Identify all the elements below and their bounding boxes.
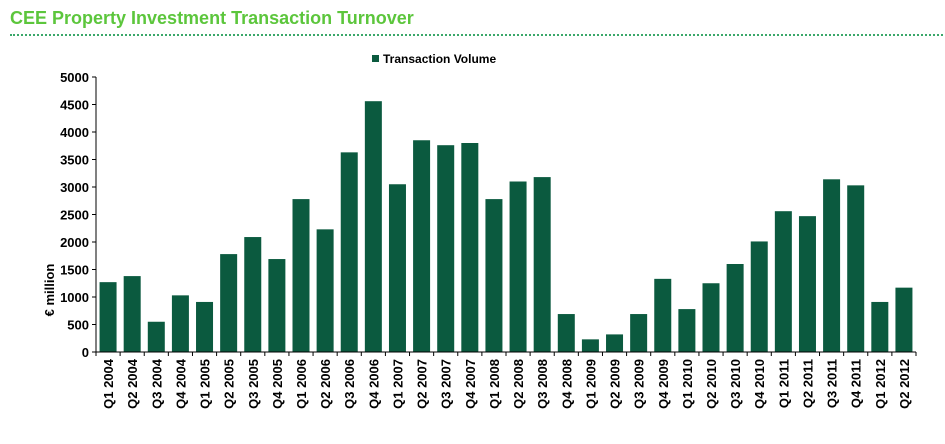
legend-swatch (372, 55, 379, 62)
legend: Transaction Volume (372, 52, 496, 66)
x-tick-label: Q4 2005 (270, 359, 285, 409)
y-tick-label: 4500 (60, 98, 89, 113)
bar-q1-2007 (388, 184, 406, 352)
bar-q1-2009 (581, 339, 599, 352)
bar-q4-2007 (461, 143, 479, 352)
x-tick-label: Q3 2005 (246, 359, 261, 409)
bar-q3-2006 (340, 152, 358, 352)
x-tick-label: Q1 2011 (776, 359, 791, 408)
y-tick-label: 500 (67, 318, 89, 333)
bar-q3-2005 (244, 237, 262, 352)
x-tick-label: Q4 2010 (752, 359, 767, 409)
bar-q2-2012 (895, 287, 913, 352)
bar-q3-2008 (533, 177, 551, 352)
x-tick-label: Q3 2010 (728, 359, 743, 409)
x-tick-label: Q4 2004 (173, 358, 188, 409)
y-tick-label: 1500 (60, 263, 89, 278)
x-tick-label: Q1 2012 (873, 359, 888, 409)
x-tick-label: Q4 2011 (849, 359, 864, 408)
x-tick-label: Q1 2009 (583, 359, 598, 409)
bar-q4-2009 (654, 278, 672, 352)
bar-q2-2009 (606, 334, 624, 352)
bar-q1-2006 (292, 199, 310, 352)
bar-q2-2010 (702, 283, 720, 352)
bar-q1-2005 (196, 301, 214, 352)
x-tick-label: Q2 2011 (800, 359, 815, 408)
x-tick-label: Q1 2006 (294, 359, 309, 409)
y-tick-label: 5000 (60, 70, 89, 85)
x-tick-label: Q3 2011 (825, 359, 840, 408)
bar-q2-2008 (509, 181, 527, 352)
x-tick-label: Q3 2007 (439, 359, 454, 409)
x-tick-label: Q3 2006 (342, 359, 357, 409)
bar-q1-2008 (485, 199, 503, 352)
y-axis-title: € million (42, 264, 57, 317)
title-divider (10, 34, 943, 36)
x-tick-label: Q2 2008 (511, 359, 526, 409)
bars-group (99, 101, 913, 352)
x-tick-label: Q3 2004 (149, 358, 164, 409)
y-tick-label: 2500 (60, 208, 89, 223)
axes (95, 77, 916, 353)
bar-q3-2010 (726, 264, 744, 352)
x-tick-label: Q2 2006 (318, 359, 333, 409)
bar-q2-2007 (413, 140, 431, 352)
y-tick-label: 0 (82, 345, 89, 360)
x-tick-label: Q4 2006 (366, 359, 381, 409)
legend-label: Transaction Volume (383, 52, 496, 66)
bar-q1-2004 (99, 282, 117, 352)
bar-q4-2010 (750, 241, 768, 352)
bar-q2-2005 (220, 254, 238, 352)
y-tick-label: 2000 (60, 235, 89, 250)
x-tick-label: Q4 2007 (463, 359, 478, 409)
x-tick-label: Q1 2010 (680, 359, 695, 409)
bar-q2-2004 (123, 276, 141, 352)
x-tick-label: Q1 2005 (198, 359, 213, 409)
bar-q4-2006 (364, 101, 382, 352)
y-axis-ticks: 0 500 1000 1500 2000 2500 3000 3500 4000 4500 5000 (60, 70, 96, 360)
x-tick-label: Q1 2007 (390, 359, 405, 409)
x-tick-label: Q2 2004 (125, 358, 140, 409)
bar-q1-2010 (678, 309, 696, 352)
x-tick-label: Q4 2008 (559, 359, 574, 409)
bar-q2-2006 (316, 229, 334, 352)
bar-q4-2011 (847, 185, 865, 352)
bar-q2-2011 (798, 216, 816, 352)
y-tick-label: 1000 (60, 290, 89, 305)
y-tick-label: 3000 (60, 180, 89, 195)
y-tick-label: 4000 (60, 125, 89, 140)
x-tick-label: Q2 2007 (415, 359, 430, 409)
y-tick-label: 3500 (60, 153, 89, 168)
bar-q3-2004 (147, 321, 165, 352)
bar-q3-2009 (630, 314, 648, 352)
bar-q3-2011 (823, 179, 841, 352)
x-tick-label: Q2 2010 (704, 359, 719, 409)
x-tick-label: Q3 2008 (535, 359, 550, 409)
bar-q4-2005 (268, 259, 286, 352)
bar-q4-2004 (171, 295, 189, 352)
x-tick-label: Q4 2009 (656, 359, 671, 409)
bar-q3-2007 (437, 145, 455, 352)
bar-q1-2011 (774, 211, 792, 352)
bar-q1-2012 (871, 301, 889, 352)
x-axis-ticks: Q1 2004 Q2 2004 Q3 2004 Q4 2004 Q1 2005 Q2 20… (95, 352, 917, 409)
bar-q4-2008 (557, 314, 575, 352)
x-tick-label: Q3 2009 (632, 359, 647, 409)
x-tick-label: Q1 2004 (101, 358, 116, 409)
x-tick-label: Q2 2009 (608, 359, 623, 409)
x-tick-label: Q2 2005 (222, 359, 237, 409)
page-title: CEE Property Investment Transaction Turn… (10, 8, 414, 28)
x-tick-label: Q1 2008 (487, 359, 502, 409)
x-tick-label: Q2 2012 (897, 359, 912, 409)
